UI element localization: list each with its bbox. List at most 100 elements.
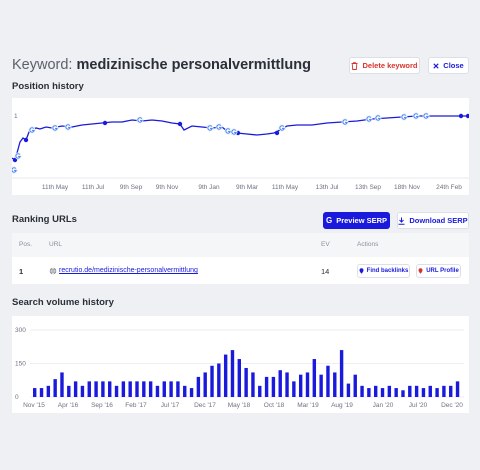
volume-bar	[223, 354, 228, 397]
google-update-icon[interactable]	[341, 118, 349, 126]
volume-bar	[39, 388, 44, 397]
find-backlinks-label: Find backlinks	[366, 268, 409, 274]
url-profile-label: URL Profile	[426, 268, 459, 274]
volume-bar	[162, 381, 166, 397]
volume-bar	[312, 359, 317, 397]
x-tick-label: 11th May	[42, 184, 69, 191]
google-update-icon[interactable]	[400, 113, 408, 121]
google-update-icon[interactable]	[10, 166, 18, 174]
volume-bar	[237, 359, 241, 397]
volume-bar	[80, 385, 85, 397]
position-point[interactable]	[274, 130, 280, 136]
column-header-url: URL	[49, 241, 63, 248]
google-update-icon[interactable]	[64, 123, 72, 131]
close-icon	[433, 62, 439, 69]
volume-bar	[203, 372, 207, 397]
row-position: 1	[19, 267, 24, 276]
volume-bar	[449, 385, 453, 397]
x-tick-label: Sep '16	[91, 402, 113, 409]
close-button[interactable]: Close	[428, 57, 469, 74]
preview-serp-label: Preview SERP	[336, 216, 388, 225]
google-update-icon[interactable]	[365, 115, 373, 123]
find-backlinks-button[interactable]: Find backlinks	[357, 264, 410, 278]
google-update-icon[interactable]	[206, 124, 214, 132]
google-update-icon[interactable]	[14, 152, 22, 160]
x-tick-label: Nov '15	[23, 402, 45, 409]
volume-bar	[408, 385, 412, 397]
position-history-card: 1 11th May 11th Jul 9th Sep 9th Nov 9th Jan 9…	[10, 98, 471, 195]
x-tick-label: Feb '17	[125, 402, 147, 409]
keyword-text: medizinische personalvermittlung	[76, 57, 311, 73]
preview-serp-button[interactable]: G Preview SERP	[323, 212, 390, 229]
volume-bar	[346, 383, 351, 397]
volume-bar	[121, 381, 126, 397]
volume-bar	[360, 385, 364, 397]
volume-bar	[210, 365, 214, 397]
position-point[interactable]	[102, 120, 108, 126]
volume-bar	[258, 385, 262, 397]
volume-bar	[251, 372, 255, 397]
google-update-icon[interactable]	[215, 123, 223, 131]
google-update-icon[interactable]	[278, 124, 286, 132]
volume-bar	[94, 381, 98, 397]
volume-bar	[67, 385, 71, 397]
x-tick-label: Apr '16	[58, 402, 79, 409]
column-header-pos: Pos.	[19, 241, 33, 248]
x-tick-label: Jul '20	[409, 402, 428, 409]
volume-bar	[264, 376, 269, 397]
google-update-icon[interactable]	[422, 112, 430, 120]
volume-bar	[169, 381, 173, 397]
ranking-urls-heading: Ranking URLs	[12, 214, 77, 225]
position-point[interactable]	[177, 121, 183, 127]
pin-icon	[418, 268, 423, 274]
google-update-icon[interactable]	[374, 114, 382, 122]
position-point[interactable]	[465, 113, 471, 119]
google-update-icon[interactable]	[230, 128, 238, 136]
volume-bar	[285, 372, 289, 397]
google-update-icon[interactable]	[412, 112, 420, 120]
volume-bar	[435, 388, 439, 397]
position-history-chart: 1 11th May 11th Jul 9th Sep 9th Nov 9th Jan 9…	[10, 112, 471, 191]
position-point[interactable]	[12, 157, 18, 163]
y-tick-label: 150	[15, 361, 26, 368]
url-profile-button[interactable]: URL Profile	[416, 264, 461, 278]
google-update-icon[interactable]	[28, 126, 36, 134]
google-update-icon[interactable]	[51, 124, 59, 132]
column-header-ev: EV	[321, 241, 330, 248]
position-point[interactable]	[458, 113, 464, 119]
volume-bar	[298, 374, 303, 397]
volume-bar	[374, 385, 378, 397]
volume-bar	[442, 385, 446, 397]
y-tick-label: 300	[15, 327, 26, 334]
download-serp-button[interactable]: Download SERP	[397, 212, 469, 229]
volume-bar	[189, 388, 194, 397]
volume-bar	[148, 381, 153, 397]
position-point[interactable]	[23, 137, 29, 143]
volume-bar	[142, 381, 146, 397]
volume-bar	[196, 376, 201, 397]
volume-bar	[101, 381, 105, 397]
volume-bar	[135, 381, 139, 397]
x-tick-label: Oct '18	[264, 402, 285, 409]
volume-bar	[319, 374, 323, 397]
delete-keyword-button[interactable]: Delete keyword	[349, 57, 420, 74]
volume-bar	[230, 350, 235, 397]
x-tick-label: 9th Jan	[198, 184, 220, 191]
volume-bar	[455, 381, 460, 397]
volume-bar	[244, 367, 248, 397]
ranking-url-link[interactable]: recrutio.de/medizinische-personalvermitt…	[59, 267, 198, 274]
google-update-icon[interactable]	[136, 116, 144, 124]
download-serp-label: Download SERP	[409, 216, 468, 225]
volume-bar	[394, 388, 398, 397]
page-title: Keyword: medizinische personalvermittlun…	[12, 57, 311, 73]
x-tick-label: Mar '19	[297, 402, 319, 409]
volume-bar	[128, 381, 132, 397]
volume-bar	[114, 385, 119, 397]
volume-bar	[428, 385, 432, 397]
download-icon	[398, 217, 405, 225]
volume-bar	[421, 388, 426, 397]
volume-bar	[414, 385, 419, 397]
y-tick-label: 0	[15, 394, 19, 401]
google-update-icon[interactable]	[224, 127, 232, 135]
x-tick-label: May '18	[228, 402, 251, 409]
